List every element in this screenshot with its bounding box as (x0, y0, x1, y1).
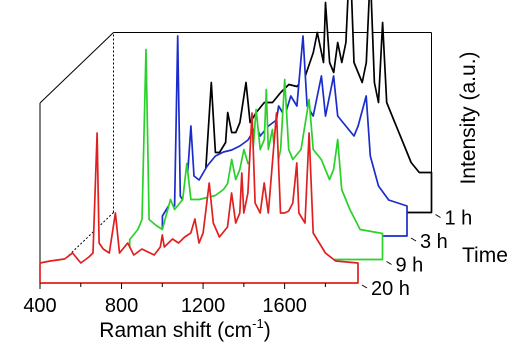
time-tick-mark (410, 237, 417, 242)
time-tick-mark (435, 214, 441, 218)
y-axis-label: Intensity (a.u.) (457, 51, 480, 184)
time-axis-ticks: 20 h9 h3 h1 h (361, 208, 473, 300)
x-axis-label: Raman shift (cm-1) (99, 316, 270, 342)
x-axis-ticks: 400 800 1200 1600 (23, 283, 326, 317)
frame-edge-top-left (39, 32, 114, 104)
series-mask-9h (129, 49, 383, 260)
series-line-20h (39, 112, 359, 284)
x-tick-label: 400 (23, 295, 56, 317)
time-tick-label: 9 h (396, 255, 424, 277)
time-tick-label: 3 h (420, 231, 448, 253)
x-tick-label: 1200 (181, 295, 226, 317)
series-line-1h (192, 0, 433, 214)
x-tick-label: 800 (105, 295, 138, 317)
series-9h (128, 48, 384, 261)
series-mask-20h (40, 113, 358, 283)
series-line-9h (128, 48, 384, 261)
time-tick-mark (361, 284, 368, 289)
time-axis-label: Time (462, 244, 508, 267)
series-20h (39, 112, 359, 284)
time-tick-label: 1 h (445, 208, 473, 230)
time-tick-mark (386, 261, 392, 265)
series-lines (39, 0, 433, 284)
time-tick-label: 20 h (371, 278, 410, 300)
x-tick-label: 1600 (262, 295, 307, 317)
